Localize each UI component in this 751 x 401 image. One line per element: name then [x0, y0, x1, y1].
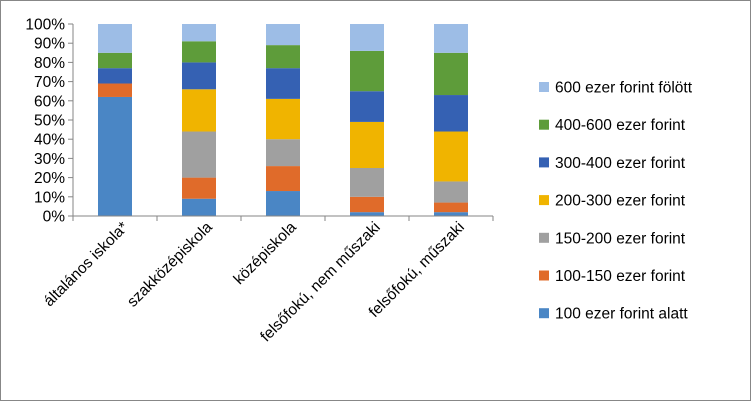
bar-segment: [98, 96, 132, 216]
y-tick-label: 60%: [34, 93, 65, 110]
x-axis: általános iskola*szakközépiskola középisk…: [41, 215, 494, 345]
bar-segment: [98, 83, 132, 97]
bar-segment: [182, 131, 216, 178]
y-tick-label: 0%: [43, 209, 66, 226]
bar-segment: [266, 68, 300, 99]
bar-segment: [182, 177, 216, 199]
legend-swatch: [539, 308, 549, 319]
x-category-label: középiskola: [231, 219, 301, 289]
legend-label: 600 ezer forint fölött: [555, 80, 693, 97]
legend-label: 400-600 ezer forint: [555, 117, 686, 134]
bar-segment: [350, 168, 384, 197]
bar-segment: [98, 24, 132, 53]
bar-segment: [350, 212, 384, 216]
legend: 600 ezer forint fölött 400-600 ezer forin…: [539, 80, 693, 323]
bar-segment: [98, 52, 132, 69]
bar-segment: [266, 24, 300, 46]
legend-label: 150-200 ezer forint: [555, 230, 686, 247]
bar-segment: [434, 24, 468, 53]
legend-swatch: [539, 270, 549, 281]
bar-segment: [266, 139, 300, 167]
legend-swatch: [539, 232, 549, 243]
bar-segment: [434, 181, 468, 203]
legend-swatch: [539, 82, 549, 92]
legend-label: 300-400 ezer forint: [555, 155, 686, 172]
legend-label: 200-300 ezer forint: [555, 193, 686, 210]
y-tick-label: 80%: [34, 55, 65, 72]
bar-segment: [350, 196, 384, 213]
y-tick-label: 20%: [34, 170, 65, 187]
x-category-label: általános iskola*: [41, 219, 132, 310]
legend-swatch: [539, 157, 549, 168]
bar-segment: [434, 95, 468, 132]
bar-segment: [182, 62, 216, 90]
bar-segment: [266, 166, 300, 192]
bar-segment: [434, 202, 468, 213]
bar-segment: [266, 98, 300, 140]
bar-segment: [350, 50, 384, 92]
bar-segment: [350, 24, 384, 51]
bar-segment: [98, 68, 132, 84]
legend-swatch: [539, 119, 549, 130]
bar-segment: [266, 191, 300, 216]
bar-segment: [350, 121, 384, 168]
bar-segment: [434, 52, 468, 96]
y-tick-label: 30%: [34, 151, 65, 168]
y-tick-label: 50%: [34, 113, 65, 130]
y-tick-label: 70%: [34, 74, 65, 91]
bar-segment: [182, 24, 216, 42]
bar-segment: [434, 212, 468, 216]
x-category-label: felsőfokú, műszaki: [366, 219, 468, 321]
y-axis: 0% 10% 20% 30% 40% 50% 60% 70% 80% 90% 100%: [25, 17, 74, 226]
bar-segment: [434, 131, 468, 182]
y-tick-label: 40%: [34, 132, 65, 149]
bars: [98, 24, 468, 216]
y-tick-label: 10%: [34, 189, 65, 206]
bar-segment: [182, 198, 216, 216]
y-tick-label: 90%: [34, 36, 65, 53]
bar-segment: [266, 45, 300, 69]
y-tick-label: 100%: [25, 17, 65, 34]
bar-segment: [350, 91, 384, 122]
x-category-label: szakközépiskola: [124, 219, 216, 311]
legend-swatch: [539, 195, 549, 206]
legend-label: 100-150 ezer forint: [555, 268, 686, 285]
bar-segment: [182, 41, 216, 63]
legend-label: 100 ezer forint alatt: [555, 306, 688, 323]
bar-segment: [182, 89, 216, 132]
